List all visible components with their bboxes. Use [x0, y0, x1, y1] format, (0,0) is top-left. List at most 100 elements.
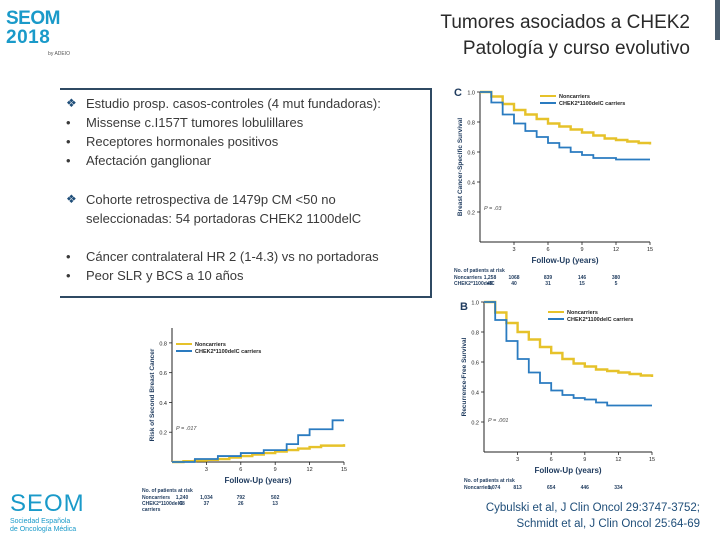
series-line-noncarriers	[484, 300, 654, 377]
y-tick-label: 0.2	[471, 421, 479, 427]
risk-row-label: CHEK2*1100delC	[454, 281, 495, 287]
x-axis-label: Follow-Up (years)	[531, 256, 598, 265]
chart-recurrence-free-survival: 1.00.80.60.40.23 6 9 12 15NoncarriersCHEK2*1…	[460, 300, 655, 492]
slide-title-line1: Tumores asociados a CHEK2	[440, 12, 690, 33]
risk-value: 1,034	[200, 495, 213, 501]
chart-risk-second-breast-cancer: 0.80.60.40.23 6 9 12 15NoncarriersCHEK2*1100…	[142, 328, 347, 513]
bullet-item: ❖ Estudio prosp. casos-controles (4 mut f…	[66, 94, 381, 113]
risk-value: 380	[612, 275, 621, 281]
bullet-item: • Cáncer contralateral HR 2 (1-4.3) vs no…	[66, 247, 379, 266]
risk-value: 146	[578, 275, 587, 281]
y-tick-label: 0.6	[471, 361, 479, 367]
risk-row-label: Noncarriers	[142, 495, 170, 501]
bullet-text: Peor SLR y BCS a 10 años	[86, 268, 244, 283]
y-tick-label: 0.4	[159, 401, 167, 407]
risk-value: 1,258	[484, 275, 497, 281]
risk-row-label: Noncarriers	[464, 485, 492, 491]
risk-row-label-2: carriers	[142, 507, 161, 513]
risk-value: 31	[545, 281, 551, 287]
legend-label: Noncarriers	[195, 342, 226, 348]
y-tick-label: 1.0	[471, 301, 479, 307]
series-line-noncarriers	[480, 90, 652, 145]
bullet-text: Cáncer contralateral HR 2 (1-4.3) vs no …	[86, 249, 379, 264]
reference-line2: Schmidt et al, J Clin Oncol 25:64-69	[516, 518, 700, 530]
bullet-group-3: • Cáncer contralateral HR 2 (1-4.3) vs no…	[66, 247, 379, 285]
x-tick-label: 15	[647, 247, 653, 253]
bullet-text: Receptores hormonales positivos	[86, 134, 279, 149]
risk-value: 15	[579, 281, 585, 287]
panel-label: C	[454, 87, 462, 99]
risk-value: 1,074	[488, 485, 501, 491]
risk-value: 839	[544, 275, 553, 281]
seom-society-name: SEOM	[10, 490, 85, 517]
bullet-item-continued: seleccionadas: 54 portadoras CHEK2 1100d…	[66, 209, 361, 228]
series-line-carriers	[172, 419, 344, 463]
bullet-item: • Peor SLR y BCS a 10 años	[66, 266, 379, 285]
x-tick-label: 9	[274, 467, 277, 473]
x-tick-label: 15	[649, 457, 655, 463]
risk-value: 48	[179, 501, 185, 507]
risk-value: 13	[272, 501, 278, 507]
chart-breast-cancer-specific-survival: 1.00.80.60.40.23 6 9 12 15NoncarriersCHEK2*1…	[454, 87, 653, 287]
bullet-item: • Afectación ganglionar	[66, 151, 381, 170]
p-value-label: P = .03	[484, 206, 502, 212]
legend-label: CHEK2*1100delC carriers	[567, 317, 633, 323]
dot-bullet-icon: •	[66, 268, 71, 283]
top-accent-bar	[715, 0, 720, 40]
x-tick-label: 3	[512, 247, 515, 253]
dot-bullet-icon: •	[66, 153, 71, 168]
risk-value: 49	[487, 281, 493, 287]
logo-year-text: 2018	[6, 27, 51, 48]
bullet-group-1: ❖ Estudio prosp. casos-controles (4 mut f…	[66, 94, 381, 170]
y-tick-label: 0.8	[471, 331, 479, 337]
p-value-label: P = .001	[488, 418, 508, 424]
bullet-text: Estudio prosp. casos-controles (4 mut fu…	[86, 96, 381, 111]
y-tick-label: 0.6	[467, 151, 475, 157]
legend-label: Noncarriers	[559, 94, 590, 100]
bullet-item: • Receptores hormonales positivos	[66, 132, 381, 151]
y-tick-label: 0.4	[467, 181, 475, 187]
risk-value: 792	[237, 495, 246, 501]
diamond-bullet-icon: ❖	[66, 96, 77, 110]
logo-tagline: by ADEIO	[48, 51, 70, 57]
seom-2018-logo: SEOM 2018 by ADEIO	[6, 8, 70, 64]
risk-value: 654	[547, 485, 556, 491]
bullets-frame	[60, 88, 432, 298]
series-line-carriers	[484, 301, 652, 407]
dot-bullet-icon: •	[66, 134, 71, 149]
x-tick-label: 15	[341, 467, 347, 473]
y-tick-label: 0.8	[467, 121, 475, 127]
bullet-text: Afectación ganglionar	[86, 153, 212, 168]
y-tick-label: 0.6	[159, 371, 167, 377]
panel-label: B	[460, 301, 468, 313]
bullet-item: • Missense c.I157T tumores lobulillares	[66, 113, 381, 132]
risk-value: 1,240	[176, 495, 189, 501]
seom-society-sub2: de Oncología Médica	[10, 526, 77, 533]
diamond-bullet-icon: ❖	[66, 192, 77, 206]
bullet-item: ❖ Cohorte retrospectiva de 1479p CM <50 n…	[66, 190, 361, 209]
dot-bullet-icon: •	[66, 115, 71, 130]
references: Cybulski et al, J Clin Oncol 29:3747-375…	[486, 500, 700, 532]
slide-title: Tumores asociados a CHEK2 Patología y cu…	[440, 10, 690, 62]
risk-value: 502	[271, 495, 280, 501]
p-value-label: P = .017	[176, 426, 197, 432]
legend-label: CHEK2*1100delC carriers	[195, 349, 261, 355]
risk-value: 334	[614, 485, 623, 491]
risk-value: 26	[238, 501, 244, 507]
reference-line1: Cybulski et al, J Clin Oncol 29:3747-375…	[485, 502, 700, 514]
logo-seom-text: SEOM	[6, 8, 60, 29]
bullet-text-continued: seleccionadas: 54 portadoras CHEK2 1100d…	[86, 211, 362, 226]
seom-society-logo: SEOM Sociedad Española de Oncología Médi…	[10, 490, 85, 534]
risk-table-header: No. of patients at risk	[454, 268, 505, 274]
legend-label: Noncarriers	[567, 310, 598, 316]
y-tick-label: 0.2	[159, 431, 167, 437]
risk-row-label: Noncarriers	[454, 275, 482, 281]
x-axis-label: Follow-Up (years)	[224, 476, 291, 485]
x-tick-label: 12	[307, 467, 313, 473]
risk-value: 813	[513, 485, 522, 491]
x-tick-label: 6	[550, 457, 553, 463]
dot-bullet-icon: •	[66, 249, 71, 264]
bullet-text: Cohorte retrospectiva de 1479p CM <50 no	[86, 192, 336, 207]
x-tick-label: 12	[613, 247, 619, 253]
y-tick-label: 0.4	[471, 391, 479, 397]
